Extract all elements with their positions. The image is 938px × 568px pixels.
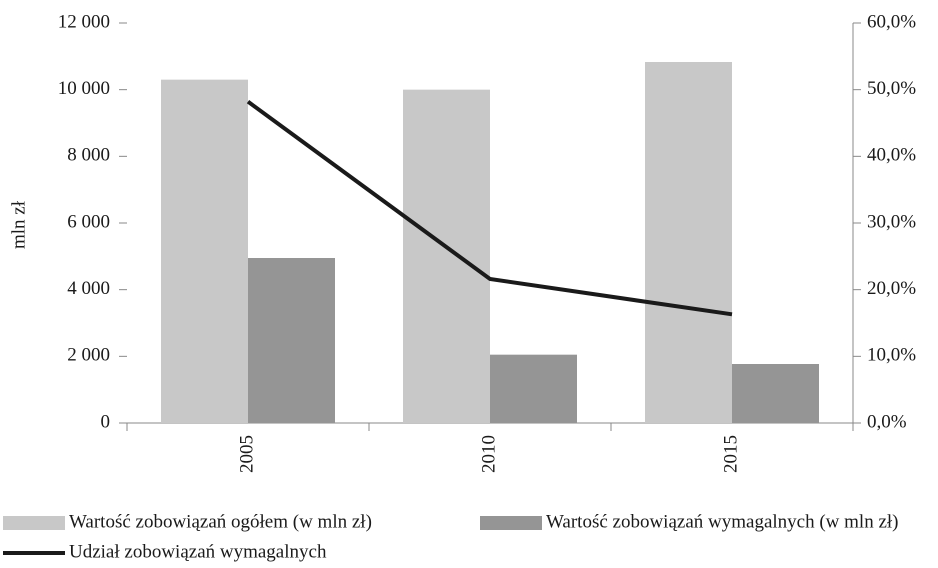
legend-label: Wartość zobowiązań wymagalnych (w mln zł…	[546, 511, 898, 532]
bar	[645, 62, 732, 423]
legend-label: Wartość zobowiązań ogółem (w mln zł)	[69, 511, 372, 532]
y-tick-label: 6 000	[67, 211, 110, 232]
x-tick-label: 2010	[478, 435, 499, 473]
bar	[732, 364, 819, 423]
y2-tick-label: 10,0%	[867, 345, 916, 366]
y2-tick-label: 30,0%	[867, 211, 916, 232]
y-axis-label: mln zł	[8, 200, 29, 249]
y2-tick-label: 50,0%	[867, 78, 916, 99]
y-tick-label: 8 000	[67, 145, 110, 166]
y-tick-label: 2 000	[67, 345, 110, 366]
legend-swatch	[3, 516, 65, 530]
x-tick-label: 2005	[236, 435, 257, 473]
y2-tick-label: 20,0%	[867, 278, 916, 299]
x-tick-label: 2015	[720, 435, 741, 473]
legend-label: Udział zobowiązań wymagalnych	[69, 541, 327, 562]
bar	[403, 89, 490, 424]
bar	[248, 258, 335, 423]
bar	[161, 79, 248, 424]
y2-tick-label: 60,0%	[867, 11, 916, 32]
bar	[490, 354, 577, 423]
y-tick-label: 0	[101, 411, 111, 432]
y2-tick-label: 0,0%	[867, 411, 907, 432]
y-tick-label: 4 000	[67, 278, 110, 299]
line	[246, 100, 733, 317]
y-tick-label: 12 000	[58, 11, 110, 32]
y2-tick-label: 40,0%	[867, 145, 916, 166]
y-tick-label: 10 000	[58, 78, 110, 99]
legend-swatch	[480, 516, 542, 530]
